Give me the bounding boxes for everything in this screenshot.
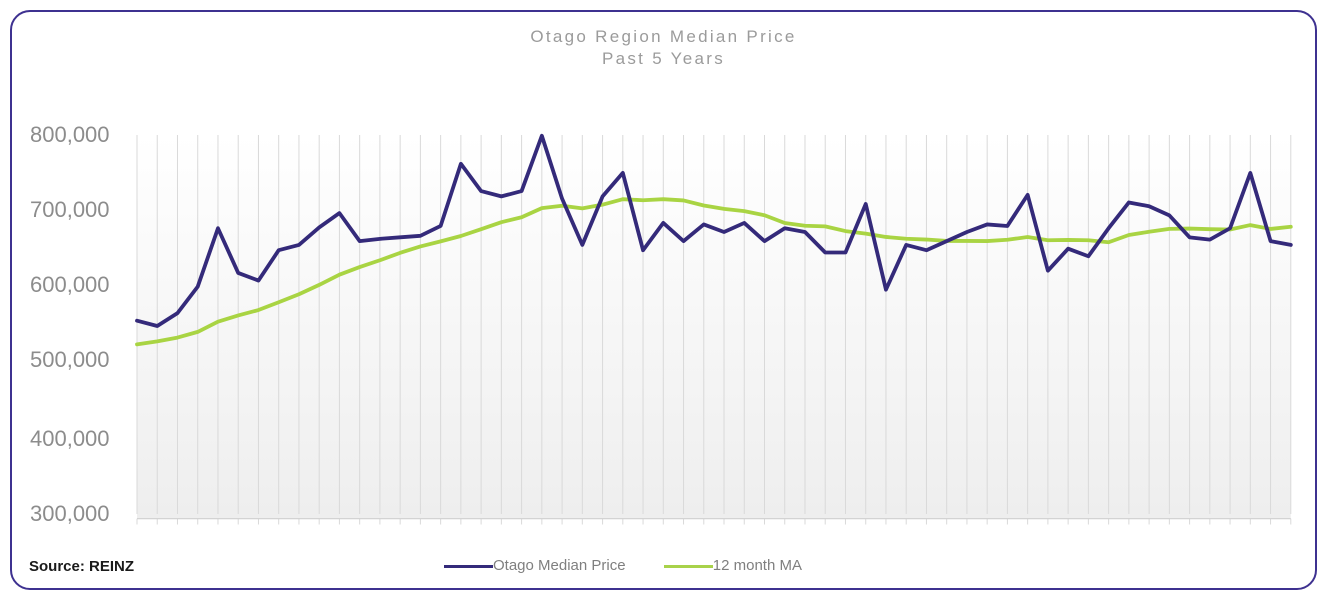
svg-text:700,000: 700,000 bbox=[30, 197, 110, 222]
svg-text:300,000: 300,000 bbox=[30, 501, 110, 526]
svg-text:800,000: 800,000 bbox=[30, 122, 110, 147]
svg-text:500,000: 500,000 bbox=[30, 347, 110, 372]
svg-text:600,000: 600,000 bbox=[30, 272, 110, 297]
svg-text:400,000: 400,000 bbox=[30, 426, 110, 451]
